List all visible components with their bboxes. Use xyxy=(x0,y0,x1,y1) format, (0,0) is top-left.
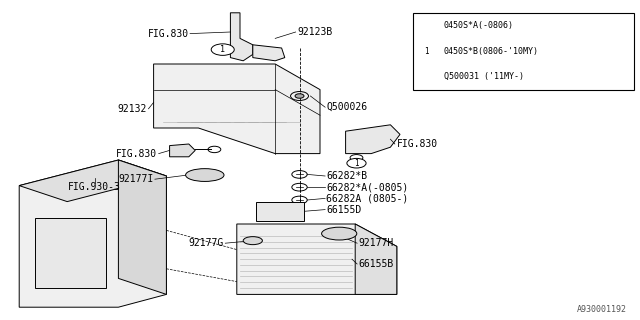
Polygon shape xyxy=(19,160,166,202)
Text: Q500026: Q500026 xyxy=(326,102,367,112)
Ellipse shape xyxy=(243,237,262,245)
Text: 66282A (0805-): 66282A (0805-) xyxy=(326,193,409,204)
Text: 1: 1 xyxy=(354,159,359,168)
Text: 66155D: 66155D xyxy=(326,204,362,215)
Ellipse shape xyxy=(322,227,357,240)
FancyBboxPatch shape xyxy=(256,202,304,221)
Polygon shape xyxy=(230,13,253,61)
Polygon shape xyxy=(154,64,320,154)
Text: 1: 1 xyxy=(220,45,225,54)
Text: 92177G: 92177G xyxy=(189,238,224,248)
Text: Q500031 ('11MY-): Q500031 ('11MY-) xyxy=(444,72,524,81)
Text: FIG.930-3: FIG.930-3 xyxy=(68,182,121,192)
Text: 0450S*B(0806-'10MY): 0450S*B(0806-'10MY) xyxy=(444,47,538,56)
Text: 66155B: 66155B xyxy=(358,259,394,269)
Text: FIG.830: FIG.830 xyxy=(148,28,189,39)
Text: 66282*B: 66282*B xyxy=(326,171,367,181)
Polygon shape xyxy=(346,125,400,154)
Polygon shape xyxy=(19,160,166,307)
Ellipse shape xyxy=(186,169,224,181)
FancyBboxPatch shape xyxy=(413,13,634,90)
Text: FIG.830: FIG.830 xyxy=(116,148,157,159)
Circle shape xyxy=(417,46,437,56)
Circle shape xyxy=(211,44,234,55)
Polygon shape xyxy=(237,224,397,294)
Polygon shape xyxy=(253,45,285,61)
Circle shape xyxy=(347,158,366,168)
Circle shape xyxy=(295,94,304,98)
Polygon shape xyxy=(355,224,397,294)
Text: 0450S*A(-0806): 0450S*A(-0806) xyxy=(444,21,513,30)
Text: 1: 1 xyxy=(424,47,429,56)
Polygon shape xyxy=(118,160,166,294)
Text: FIG.830: FIG.830 xyxy=(397,139,438,149)
FancyBboxPatch shape xyxy=(35,218,106,288)
Polygon shape xyxy=(170,144,195,157)
Text: 92123B: 92123B xyxy=(298,27,333,37)
Text: 92177H: 92177H xyxy=(358,238,394,248)
Text: 66282*A(-0805): 66282*A(-0805) xyxy=(326,182,409,192)
Text: 92132: 92132 xyxy=(118,104,147,114)
Text: 92177I: 92177I xyxy=(118,174,154,184)
Text: A930001192: A930001192 xyxy=(577,305,627,314)
